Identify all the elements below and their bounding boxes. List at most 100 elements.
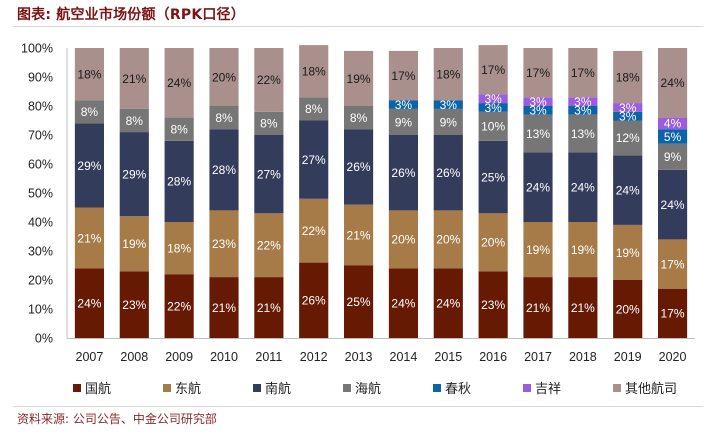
data-label: 27% bbox=[257, 167, 281, 181]
data-label: 22% bbox=[257, 239, 281, 253]
legend-label: 春秋 bbox=[445, 382, 472, 397]
data-label: 21% bbox=[212, 301, 236, 315]
bar-segment bbox=[433, 100, 463, 109]
bar-stack-2015: 24% 20% 26% 9% 3% 18% bbox=[433, 48, 463, 338]
data-label: 23% bbox=[122, 298, 146, 312]
legend-label: 吉祥 bbox=[535, 382, 562, 397]
source-note: 资料来源: 公司公告、中金公司研究部 bbox=[17, 412, 217, 426]
data-label: 22% bbox=[167, 299, 191, 313]
bar-segment bbox=[613, 120, 643, 156]
data-label: 24% bbox=[661, 198, 685, 212]
bar-segment bbox=[478, 103, 508, 112]
data-label: 3% bbox=[440, 98, 458, 112]
bar-segment bbox=[119, 48, 149, 109]
x-tick-label: 2019 bbox=[614, 350, 642, 364]
data-label: 8% bbox=[260, 117, 278, 131]
bar-segment bbox=[657, 288, 688, 338]
bar-segment bbox=[613, 103, 643, 112]
bar-segment bbox=[478, 213, 508, 272]
data-label: 17% bbox=[481, 63, 505, 77]
bar-segment bbox=[254, 277, 284, 338]
data-label: 8% bbox=[81, 105, 99, 119]
bar-stack-2016: 23% 20% 25% 10% 3%3% 17% bbox=[478, 45, 508, 338]
data-label: 26% bbox=[436, 166, 460, 180]
y-tick-label: 100% bbox=[21, 42, 53, 56]
bar-segment bbox=[119, 271, 149, 338]
data-label: 28% bbox=[167, 175, 191, 189]
data-label: 20% bbox=[391, 233, 415, 247]
bar-stack-2017: 21% 19% 24% 13% 3%3% 17% bbox=[523, 48, 553, 338]
data-label: 24% bbox=[661, 76, 685, 90]
data-label: 22% bbox=[302, 224, 326, 238]
x-tick-label: 2012 bbox=[300, 350, 328, 364]
bar-segment bbox=[299, 198, 329, 263]
bar-segment bbox=[433, 268, 463, 338]
legend-item: 国航 bbox=[73, 378, 111, 397]
data-label: 4% bbox=[664, 117, 682, 131]
data-label: 20% bbox=[481, 236, 505, 250]
x-tick-label: 2008 bbox=[120, 350, 148, 364]
x-tick-label: 2011 bbox=[255, 350, 282, 364]
bar-segment bbox=[523, 48, 553, 98]
bar-segment bbox=[254, 135, 284, 214]
y-axis: 0% 10% 20% 30% 40% 50% 60% 70% 80% 90% 100% bbox=[21, 42, 68, 346]
x-tick-label: 2007 bbox=[76, 350, 104, 364]
bars: 24%21%29%8%18%23%19%29%8%21%22%18%28%8%2… bbox=[74, 45, 688, 338]
data-label: 18% bbox=[436, 67, 460, 81]
bar-segment bbox=[568, 114, 598, 153]
bar-segment bbox=[119, 108, 149, 133]
data-label: 18% bbox=[167, 241, 191, 255]
data-label: 23% bbox=[212, 237, 236, 251]
data-label: 24% bbox=[391, 297, 415, 311]
bar-stack-2008: 23% 19% 29% 8% 21% bbox=[119, 48, 149, 338]
bar-segment bbox=[523, 222, 553, 278]
bar-segment bbox=[388, 210, 419, 269]
legend-swatch bbox=[613, 383, 621, 392]
x-tick-label: 2020 bbox=[659, 350, 687, 364]
legend-swatch bbox=[163, 383, 171, 392]
bar-segment bbox=[613, 155, 643, 225]
chart-title: 图表: 航空业市场份额（RPK口径） bbox=[17, 7, 245, 23]
data-label: 21% bbox=[347, 228, 371, 242]
legend-swatch bbox=[343, 383, 351, 392]
x-tick-label: 2014 bbox=[390, 350, 418, 364]
bar-segment bbox=[343, 265, 374, 338]
bar-stack-2019: 20% 19% 24% 12% 3%3% 18% bbox=[613, 50, 643, 338]
data-label: 3% bbox=[574, 95, 592, 109]
data-label: 3% bbox=[484, 92, 502, 106]
bar-segment bbox=[209, 48, 239, 106]
y-tick-label: 0% bbox=[35, 332, 53, 346]
bar-segment bbox=[657, 143, 688, 170]
bar-segment bbox=[657, 48, 688, 118]
x-tick-label: 2013 bbox=[345, 350, 373, 364]
bar-segment bbox=[478, 45, 508, 95]
y-tick-label: 60% bbox=[28, 158, 53, 172]
bar-segment bbox=[613, 50, 643, 104]
bar-segment bbox=[299, 262, 329, 338]
data-label: 18% bbox=[77, 67, 101, 81]
bar-segment bbox=[388, 50, 419, 101]
bar-segment bbox=[568, 97, 598, 106]
bar-segment bbox=[254, 48, 284, 112]
data-label: 19% bbox=[347, 72, 371, 86]
data-label: 28% bbox=[212, 163, 236, 177]
bar-stack-2011: 21% 22% 27% 8% 22% bbox=[254, 48, 284, 338]
bar-stack-2012: 26% 22% 27% 8% 18% bbox=[299, 45, 329, 338]
bar-segment bbox=[74, 207, 105, 269]
bar-segment bbox=[478, 94, 508, 104]
data-label: 24% bbox=[616, 183, 640, 197]
data-label: 8% bbox=[215, 111, 233, 125]
data-label: 24% bbox=[571, 181, 595, 195]
bar-segment bbox=[657, 117, 688, 130]
data-label: 12% bbox=[616, 131, 640, 145]
data-label: 3% bbox=[484, 101, 502, 115]
data-label: 25% bbox=[347, 295, 371, 309]
y-tick-label: 10% bbox=[28, 303, 53, 317]
data-label: 21% bbox=[77, 231, 101, 245]
legend-item: 其他航司 bbox=[613, 378, 677, 397]
bar-segment bbox=[209, 106, 239, 130]
bar-segment bbox=[119, 132, 149, 217]
data-label: 26% bbox=[302, 294, 326, 308]
legend-label: 其他航司 bbox=[625, 382, 678, 397]
legend-swatch bbox=[73, 383, 81, 392]
